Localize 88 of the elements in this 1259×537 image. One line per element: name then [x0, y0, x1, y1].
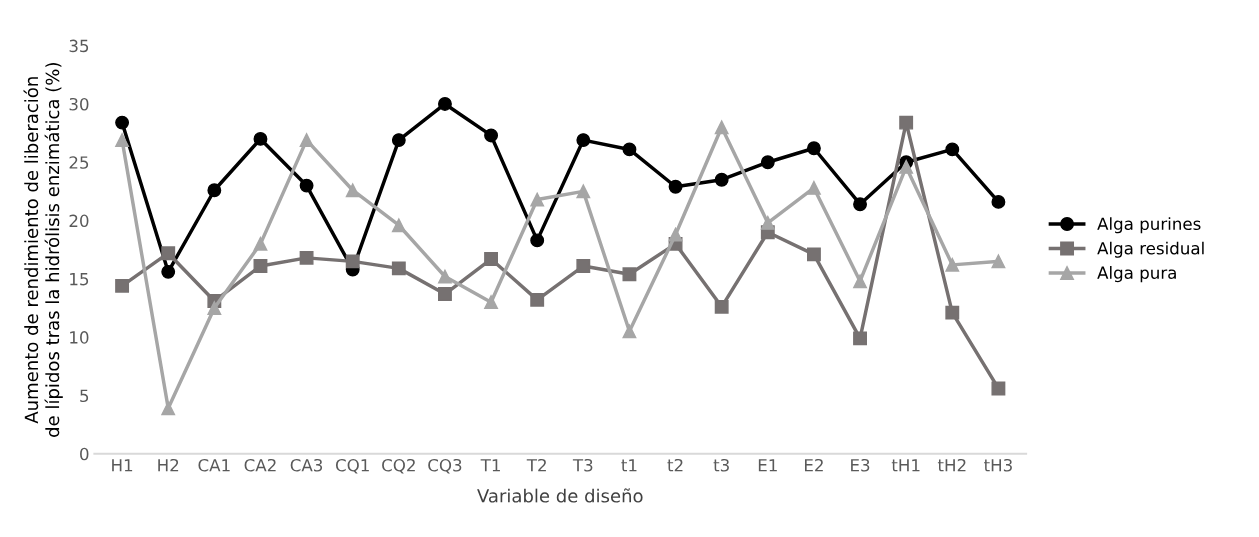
x-tick-label: t1 — [621, 459, 637, 472]
x-tick-label: H1 — [112, 459, 133, 472]
x-tick-label: E3 — [851, 458, 870, 472]
point — [345, 183, 360, 198]
point — [945, 257, 960, 272]
legend-label: Alga residual — [1097, 241, 1204, 258]
point — [714, 120, 729, 135]
x-tick-label: T2 — [526, 458, 546, 472]
legend-label: Alga purines — [1097, 217, 1201, 234]
point — [391, 261, 406, 276]
point — [253, 259, 268, 273]
point — [714, 172, 729, 187]
point — [668, 179, 683, 194]
point — [484, 295, 499, 310]
y-tick-label: 20 — [69, 214, 89, 228]
point — [207, 183, 222, 198]
point — [622, 324, 637, 339]
point — [438, 97, 452, 111]
point — [991, 254, 1006, 269]
x-tick-label: tH2 — [937, 458, 966, 472]
point — [438, 269, 452, 284]
point — [207, 301, 222, 315]
point — [161, 246, 176, 261]
point — [576, 133, 591, 148]
x-tick-label: t3 — [713, 458, 729, 472]
x-tick-label: T1 — [480, 459, 500, 472]
point — [253, 236, 268, 251]
x-tick-label: CQ1 — [335, 458, 369, 474]
point — [438, 287, 452, 301]
x-tick-label: CQ3 — [428, 458, 462, 474]
x-tick-label: CA1 — [198, 458, 230, 472]
point — [299, 133, 314, 148]
y-axis-title: Aumento de rendimiento de liberación de lípidos tras la hidrólisis enzimática (%) — [23, 63, 63, 437]
point — [760, 155, 775, 170]
point — [391, 218, 406, 233]
x-tick-label: CA2 — [244, 458, 276, 472]
x-axis-title: Variable de diseño — [477, 488, 643, 503]
point — [115, 115, 130, 130]
y-tick-label: 5 — [80, 389, 89, 403]
point — [576, 184, 591, 199]
point — [530, 192, 545, 207]
point — [530, 292, 545, 307]
point — [161, 264, 176, 279]
point — [622, 142, 637, 157]
y-tick-label: 10 — [70, 331, 89, 344]
point — [484, 252, 499, 266]
point — [622, 267, 637, 282]
x-tick-label: CQ2 — [382, 458, 415, 474]
point — [945, 305, 960, 320]
y-tick-label: 30 — [69, 97, 89, 111]
point — [853, 197, 867, 212]
point — [760, 215, 775, 230]
point — [853, 274, 867, 289]
point — [806, 180, 821, 195]
point — [253, 131, 268, 146]
x-tick-label: H2 — [158, 458, 179, 472]
y-tick-label: 0 — [80, 447, 89, 461]
y-tick-label: 15 — [70, 273, 89, 286]
x-tick-label: T3 — [572, 458, 593, 472]
point — [530, 233, 545, 248]
point — [299, 250, 314, 265]
point — [945, 142, 960, 157]
x-tick-label: t2 — [667, 458, 683, 472]
point — [806, 141, 821, 156]
y-tick-label: 25 — [69, 156, 89, 169]
point — [391, 133, 406, 148]
x-tick-label: CA3 — [290, 458, 323, 472]
point — [161, 401, 176, 416]
x-tick-label: tH1 — [891, 459, 920, 472]
point — [299, 178, 314, 193]
x-tick-label: E2 — [804, 458, 823, 472]
point — [853, 331, 867, 346]
point — [991, 381, 1006, 396]
legend-label: Alga pura — [1097, 266, 1176, 283]
point — [668, 227, 683, 242]
point — [899, 159, 914, 174]
point — [115, 133, 130, 148]
point — [806, 247, 821, 262]
point — [484, 128, 499, 143]
point — [576, 259, 591, 273]
point — [991, 194, 1006, 209]
point — [899, 115, 914, 130]
x-tick-label: E1 — [758, 459, 777, 472]
point — [115, 278, 130, 293]
y-tick-label: 35 — [69, 39, 89, 53]
point — [345, 254, 360, 269]
x-tick-label: tH3 — [984, 458, 1012, 472]
point — [714, 299, 729, 314]
